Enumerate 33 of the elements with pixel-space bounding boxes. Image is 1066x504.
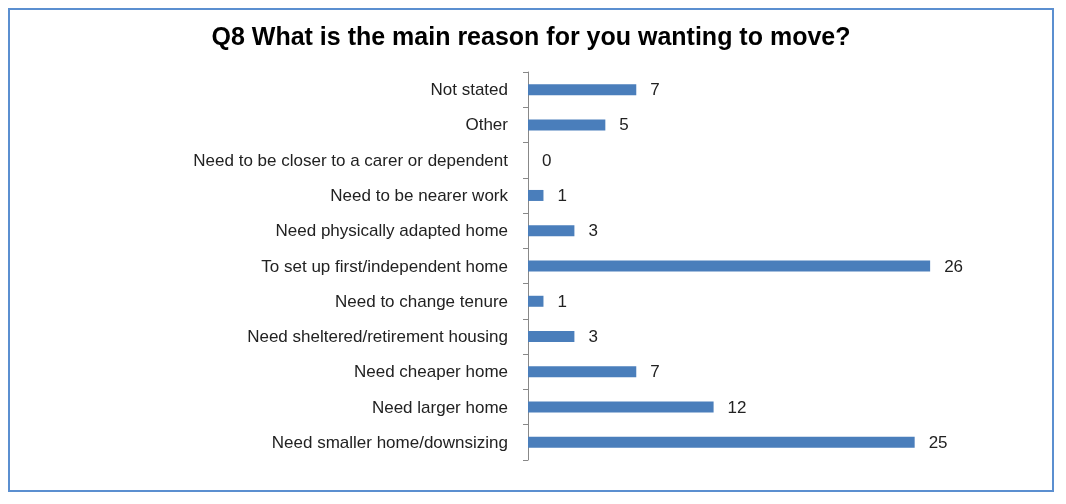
- bar: [528, 225, 575, 237]
- bar: [528, 366, 637, 378]
- y-tick-label: Need larger home: [371, 397, 508, 417]
- bar: [528, 119, 606, 131]
- chart-title: Q8 What is the main reason for you wanting to move?: [211, 21, 851, 50]
- y-tick-label: Need smaller home/downsizing: [271, 432, 508, 452]
- bar: [528, 295, 544, 307]
- data-label: 1: [557, 291, 567, 311]
- y-tick-label: Need cheaper home: [353, 362, 508, 382]
- data-label: 3: [588, 327, 598, 347]
- bar: [528, 84, 637, 96]
- y-tick-label: Other: [465, 115, 509, 135]
- bar: [528, 189, 544, 201]
- y-tick-label: To set up first/independent home: [261, 256, 508, 276]
- y-tick-label: Need to be nearer work: [330, 185, 509, 205]
- y-tick-label: Need sheltered/retirement housing: [247, 327, 508, 347]
- y-tick-label: Need to be closer to a carer or dependent: [193, 150, 509, 170]
- y-tick-label: Need to change tenure: [335, 291, 508, 311]
- data-label: 1: [557, 185, 567, 205]
- data-label: 25: [928, 432, 948, 452]
- bar: [528, 436, 915, 448]
- data-label: 7: [650, 362, 660, 382]
- data-label: 0: [542, 150, 552, 170]
- y-tick-label: Not stated: [430, 80, 508, 100]
- data-label: 26: [944, 256, 964, 276]
- data-label: 3: [588, 221, 598, 241]
- data-label: 12: [727, 397, 747, 417]
- data-label: 7: [650, 80, 660, 100]
- bar: [528, 331, 575, 343]
- bar: [528, 401, 714, 413]
- data-label: 5: [619, 115, 629, 135]
- y-tick-label: Need physically adapted home: [275, 221, 508, 241]
- bar: [528, 260, 931, 272]
